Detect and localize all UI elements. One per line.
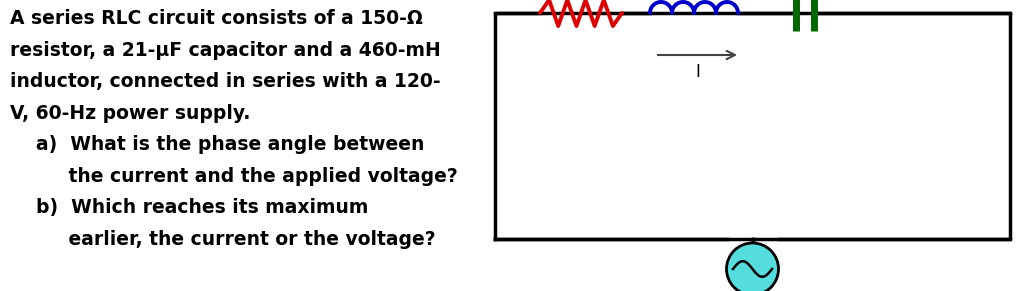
Text: b)  Which reaches its maximum: b) Which reaches its maximum <box>10 198 369 217</box>
Text: earlier, the current or the voltage?: earlier, the current or the voltage? <box>10 230 435 249</box>
Text: the current and the applied voltage?: the current and the applied voltage? <box>10 166 458 185</box>
Text: a)  What is the phase angle between: a) What is the phase angle between <box>10 135 424 154</box>
Text: I: I <box>695 63 700 81</box>
Text: A series RLC circuit consists of a 150-Ω: A series RLC circuit consists of a 150-Ω <box>10 9 423 28</box>
Text: inductor, connected in series with a 120-: inductor, connected in series with a 120… <box>10 72 440 91</box>
Text: resistor, a 21-μF capacitor and a 460-mH: resistor, a 21-μF capacitor and a 460-mH <box>10 40 440 59</box>
Circle shape <box>726 243 778 291</box>
Text: V, 60-Hz power supply.: V, 60-Hz power supply. <box>10 104 251 123</box>
